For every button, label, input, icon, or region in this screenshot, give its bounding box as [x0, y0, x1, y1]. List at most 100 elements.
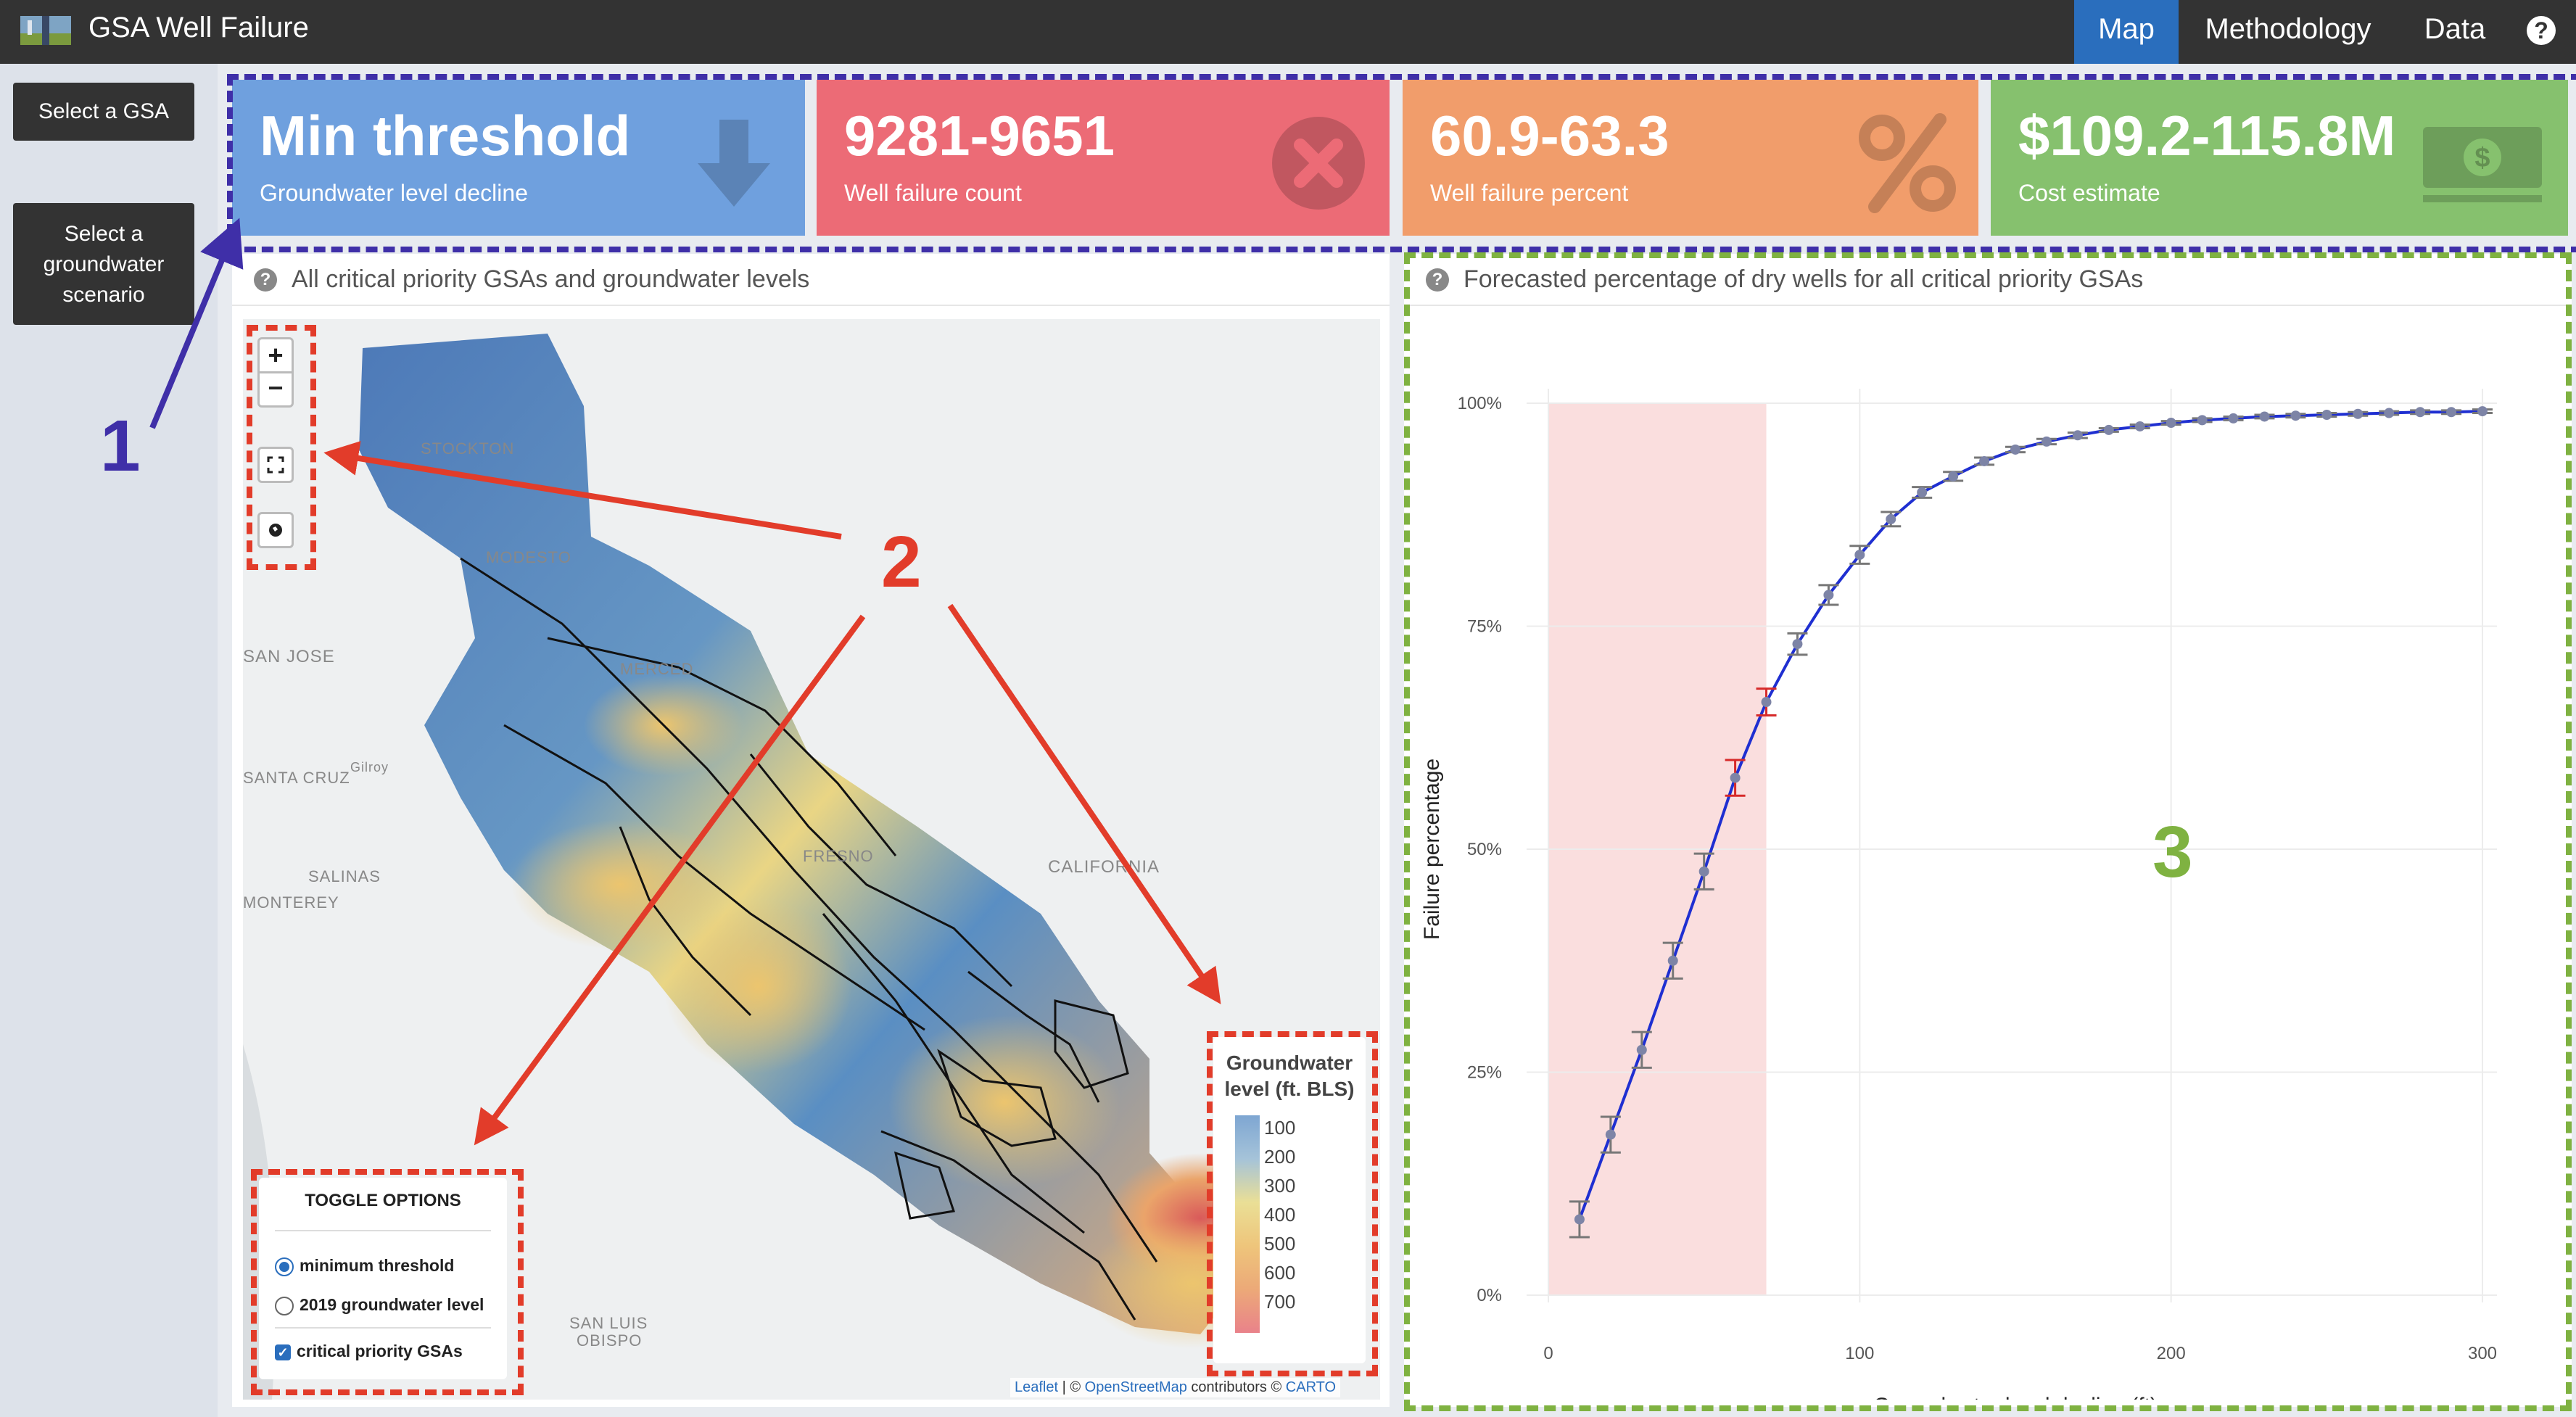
data-point — [1854, 550, 1865, 561]
osm-link[interactable]: OpenStreetMap — [1084, 1379, 1187, 1395]
place-label: MONTEREY — [243, 893, 339, 912]
critical-priority-checkbox[interactable]: ✓ critical priority GSAs — [275, 1342, 463, 1361]
place-label: CALIFORNIA — [1048, 857, 1160, 877]
value-box-cost: $109.2-115.8M Cost estimate $ — [1991, 80, 2568, 236]
data-point — [2290, 410, 2301, 421]
series-line — [1578, 410, 2483, 1220]
legend-tick: 700 — [1264, 1291, 1296, 1313]
minimum-threshold-radio[interactable]: minimum threshold — [275, 1256, 454, 1276]
x-tick-label: 0 — [1543, 1344, 1553, 1363]
x-tick-label: 200 — [2157, 1344, 2186, 1363]
data-point — [2259, 411, 2270, 422]
chart-panel-title: Forecasted percentage of dry wells for a… — [1464, 265, 2144, 293]
arrow-1 — [149, 218, 244, 429]
value-box-value: 60.9-63.3 — [1430, 104, 1669, 168]
app-logo-icon — [20, 16, 71, 45]
data-point — [2041, 436, 2052, 447]
map-controls-highlight-frame — [247, 325, 316, 570]
select-scenario-label-1: Select a — [64, 222, 144, 246]
svg-text:$: $ — [2474, 143, 2490, 173]
app-title: GSA Well Failure — [88, 12, 309, 44]
fullscreen-button[interactable] — [257, 447, 294, 483]
data-point — [2228, 413, 2239, 424]
legend-tick: 300 — [1264, 1175, 1296, 1197]
legend-tick: 100 — [1264, 1117, 1296, 1139]
locate-button[interactable] — [257, 512, 294, 548]
place-label: OBISPO — [577, 1331, 643, 1350]
value-box-label: Cost estimate — [2018, 180, 2160, 206]
legend-tick: 200 — [1264, 1146, 1296, 1168]
place-label: SANTA CRUZ — [243, 769, 350, 787]
leaflet-link[interactable]: Leaflet — [1015, 1379, 1059, 1395]
data-point — [2415, 407, 2426, 418]
data-point — [2103, 424, 2114, 435]
place-label: MERCED — [620, 660, 694, 678]
data-point — [1792, 639, 1803, 650]
data-point — [2166, 418, 2176, 429]
help-icon[interactable]: ? — [2527, 16, 2556, 45]
annotation-1: 1 — [100, 405, 141, 487]
data-point — [2353, 408, 2364, 419]
chart-highlight-frame — [1404, 252, 2572, 1411]
carto-link[interactable]: CARTO — [1285, 1379, 1337, 1395]
map-panel-header: ? All critical priority GSAs and groundw… — [232, 254, 1390, 306]
annotation-3: 3 — [2152, 811, 2193, 893]
help-circle-icon[interactable]: ? — [254, 268, 277, 292]
radio-selected-icon[interactable] — [275, 1257, 294, 1276]
data-point — [2321, 409, 2332, 420]
toggle-highlight-frame — [251, 1169, 524, 1395]
help-circle-icon[interactable]: ? — [1426, 268, 1449, 292]
tab-methodology[interactable]: Methodology — [2205, 13, 2371, 45]
zoom-out-button[interactable]: − — [257, 371, 294, 408]
tab-data[interactable]: Data — [2424, 13, 2486, 45]
map-panel-title: All critical priority GSAs and groundwat… — [292, 265, 810, 293]
tab-map[interactable]: Map — [2074, 0, 2179, 64]
map-canvas[interactable]: STOCKTON MODESTO SAN JOSE MERCED SANTA C… — [243, 319, 1380, 1400]
value-box-percent: 60.9-63.3 Well failure percent — [1403, 80, 1978, 236]
data-point — [1574, 1214, 1585, 1225]
place-label: SALINAS — [308, 867, 381, 885]
data-point — [1667, 955, 1678, 966]
data-point — [2197, 415, 2208, 426]
select-scenario-label-3: scenario — [62, 283, 145, 307]
data-point — [2072, 430, 2083, 441]
data-point — [1917, 487, 1928, 497]
groundwater-2019-radio[interactable]: 2019 groundwater level — [275, 1295, 484, 1315]
value-box-label: Groundwater level decline — [260, 180, 528, 206]
groundwater-legend: Groundwater level (ft. BLS) 100 200 300 … — [1213, 1037, 1366, 1363]
zoom-in-button[interactable]: + — [257, 337, 294, 373]
value-box-count: 9281-9651 Well failure count — [817, 80, 1390, 236]
y-tick-label: 75% — [1467, 617, 1502, 637]
checkbox-label: critical priority GSAs — [297, 1342, 463, 1360]
place-label: MODESTO — [486, 548, 571, 566]
data-point — [1730, 772, 1741, 783]
y-tick-label: 0% — [1477, 1286, 1502, 1305]
data-point — [2134, 421, 2145, 431]
value-box-label: Well failure count — [844, 180, 1022, 206]
checkbox-checked-icon[interactable]: ✓ — [275, 1344, 291, 1360]
select-scenario-label-2: groundwater — [43, 252, 165, 276]
select-gsa-button[interactable]: Select a GSA — [13, 83, 194, 141]
data-point — [1605, 1129, 1616, 1140]
data-point — [2384, 408, 2395, 418]
data-point — [1886, 513, 1896, 524]
data-point — [2446, 407, 2457, 418]
toggle-options-panel: TOGGLE OPTIONS minimum threshold 2019 gr… — [259, 1178, 507, 1379]
radio-label: minimum threshold — [300, 1256, 455, 1275]
radio-icon[interactable] — [275, 1296, 294, 1315]
legend-tick: 500 — [1264, 1233, 1296, 1255]
legend-title-line1: Groundwater — [1226, 1052, 1353, 1074]
top-navbar: GSA Well Failure Map Methodology Data ? — [0, 0, 2576, 64]
data-point — [1823, 590, 1834, 600]
data-point — [1979, 455, 1990, 466]
x-tick-label: 300 — [2468, 1344, 2497, 1363]
value-box-value: Min threshold — [260, 104, 631, 168]
select-scenario-button[interactable]: Select a groundwater scenario — [13, 203, 194, 325]
globe-icon — [269, 524, 282, 537]
place-label: SAN LUIS — [569, 1314, 648, 1332]
value-boxes-highlight-frame — [227, 74, 2576, 252]
y-tick-label: 25% — [1467, 1063, 1502, 1083]
data-point — [2010, 444, 2020, 455]
attribution-text: contributors © — [1186, 1379, 1286, 1395]
dry-wells-chart: 0% 25% 50% 75% 100% 0 100 200 300 Groundwater lev… — [1420, 389, 2497, 1400]
